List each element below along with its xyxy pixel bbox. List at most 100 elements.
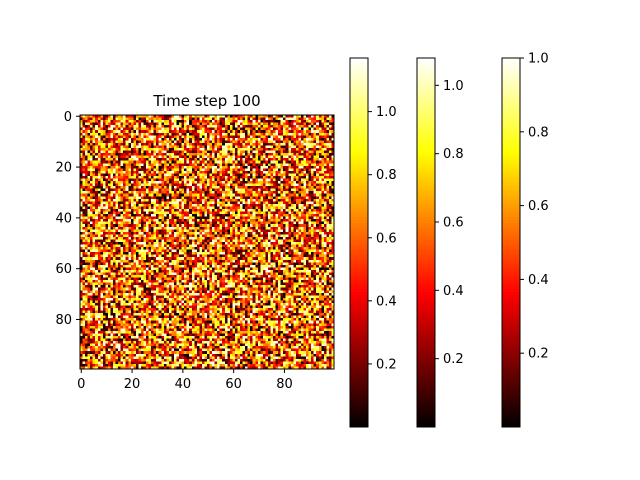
- heatmap-cell: [113, 201, 116, 204]
- heatmap-cell: [189, 208, 192, 212]
- heatmap-cell: [135, 168, 139, 171]
- heatmap-cell: [252, 181, 256, 184]
- heatmap-cell: [87, 153, 91, 156]
- heatmap-cell: [278, 155, 281, 159]
- heatmap-cell: [290, 186, 294, 189]
- heatmap-cell: [260, 155, 263, 159]
- heatmap-cell: [252, 153, 256, 156]
- heatmap-cell: [156, 229, 159, 232]
- heatmap-cell: [316, 219, 319, 222]
- heatmap-cell: [260, 132, 263, 136]
- heatmap-cell: [224, 127, 228, 131]
- heatmap-cell: [267, 229, 271, 232]
- heatmap-cell: [100, 130, 103, 133]
- heatmap-cell: [217, 115, 220, 118]
- heatmap-cell: [135, 208, 139, 212]
- heatmap-cell: [184, 158, 187, 161]
- heatmap-cell: [110, 130, 114, 133]
- heatmap-cell: [173, 214, 177, 217]
- heatmap-cell: [285, 201, 289, 204]
- heatmap-cell: [100, 125, 103, 128]
- heatmap-cell: [260, 229, 263, 232]
- heatmap-cell: [123, 208, 126, 212]
- heatmap-cell: [161, 193, 164, 197]
- heatmap-cell: [186, 120, 190, 123]
- heatmap-cell: [186, 206, 190, 210]
- heatmap-cell: [321, 150, 324, 154]
- heatmap-cell: [140, 188, 144, 192]
- heatmap-cell: [85, 221, 88, 225]
- heatmap-cell: [90, 193, 93, 197]
- heatmap-cell: [191, 122, 195, 126]
- heatmap-cell: [316, 125, 319, 128]
- heatmap-cell: [207, 163, 210, 166]
- heatmap-cell: [288, 173, 291, 177]
- heatmap-cell: [316, 150, 319, 154]
- heatmap-cell: [217, 203, 220, 207]
- heatmap-cell: [270, 191, 274, 194]
- heatmap-cell: [316, 173, 319, 177]
- heatmap-cell: [288, 206, 291, 210]
- heatmap-cell: [204, 206, 208, 210]
- heatmap-cell: [262, 117, 266, 121]
- heatmap-cell: [240, 115, 243, 118]
- heatmap-cell: [290, 214, 294, 217]
- heatmap-cell: [311, 125, 314, 128]
- heatmap-cell: [300, 188, 304, 192]
- heatmap-cell: [163, 236, 167, 240]
- heatmap-cell: [176, 191, 180, 194]
- heatmap-cell: [128, 206, 131, 210]
- heatmap-cell: [316, 132, 319, 136]
- heatmap-cell: [306, 145, 309, 149]
- heatmap-cell: [105, 214, 108, 217]
- heatmap-cell: [201, 219, 205, 222]
- heatmap-cell: [207, 239, 210, 243]
- heatmap-cell: [229, 224, 233, 227]
- heatmap-cell: [250, 115, 253, 118]
- heatmap-cell: [146, 140, 149, 143]
- heatmap-cell: [90, 150, 93, 154]
- heatmap-cell: [245, 229, 248, 232]
- heatmap-cell: [128, 219, 131, 222]
- heatmap-cell: [275, 158, 279, 161]
- heatmap-cell: [252, 196, 256, 199]
- heatmap-cell: [288, 221, 291, 225]
- heatmap-cell: [179, 150, 182, 154]
- heatmap-cell: [90, 145, 93, 149]
- heatmap-cell: [262, 150, 266, 154]
- heatmap-cell: [313, 201, 317, 204]
- heatmap-cell: [227, 214, 230, 217]
- heatmap-cell: [303, 226, 307, 230]
- heatmap-cell: [214, 224, 218, 227]
- heatmap-cell: [184, 231, 187, 235]
- heatmap-cell: [308, 201, 312, 204]
- heatmap-cell: [146, 175, 149, 179]
- heatmap-cell: [140, 148, 144, 151]
- heatmap-cell: [321, 163, 324, 166]
- heatmap-cell: [166, 148, 169, 151]
- heatmap-cell: [283, 196, 286, 199]
- heatmap-cell: [237, 186, 241, 189]
- heatmap-cell: [153, 239, 157, 243]
- heatmap-cell: [184, 211, 187, 215]
- heatmap-cell: [85, 206, 88, 210]
- heatmap-cell: [207, 201, 210, 204]
- heatmap-cell: [308, 178, 312, 182]
- heatmap-cell: [153, 163, 157, 166]
- heatmap-cell: [151, 140, 154, 143]
- heatmap-cell: [311, 117, 314, 121]
- heatmap-cell: [138, 188, 142, 192]
- heatmap-cell: [303, 201, 307, 204]
- heatmap-cell: [171, 150, 175, 154]
- heatmap-cell: [321, 208, 324, 212]
- heatmap-cell: [196, 239, 200, 243]
- heatmap-cell: [92, 148, 96, 151]
- heatmap-cell: [270, 175, 274, 179]
- heatmap-cell: [331, 148, 335, 151]
- heatmap-cell: [102, 236, 106, 240]
- heatmap-cell: [168, 224, 172, 227]
- heatmap-cell: [87, 219, 91, 222]
- heatmap-cell: [298, 115, 302, 118]
- heatmap-cell: [209, 224, 213, 227]
- heatmap-cell: [201, 173, 205, 177]
